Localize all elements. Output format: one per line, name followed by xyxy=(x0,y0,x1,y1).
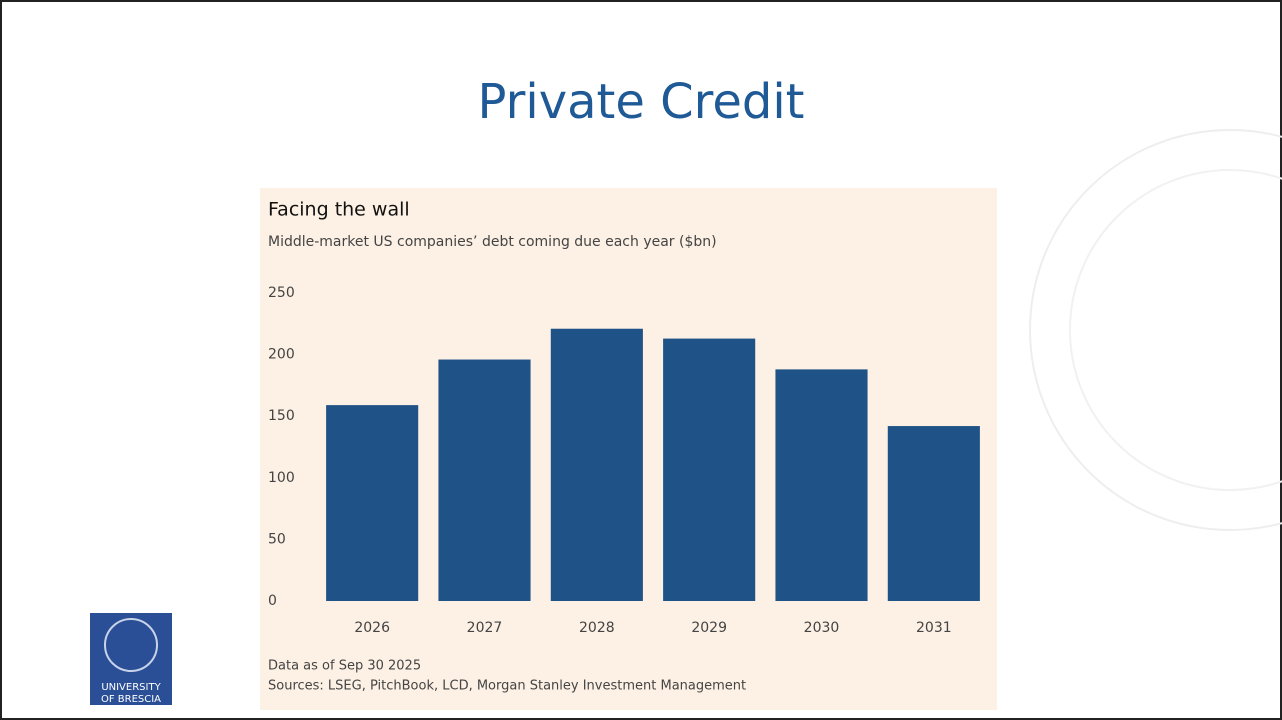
x-tick-label: 2027 xyxy=(467,620,503,636)
x-tick-label: 2026 xyxy=(354,620,390,636)
y-tick-label: 0 xyxy=(268,593,277,609)
chart-source: Sources: LSEG, PitchBook, LCD, Morgan St… xyxy=(268,679,746,694)
bar xyxy=(887,426,980,601)
bar xyxy=(550,328,643,601)
y-tick-label: 50 xyxy=(268,531,286,547)
chart-note: Data as of Sep 30 2025 xyxy=(268,659,421,674)
x-tick-label: 2028 xyxy=(579,620,615,636)
y-tick-label: 100 xyxy=(268,470,295,486)
logo xyxy=(90,613,172,705)
seal-watermark-inner xyxy=(1069,169,1282,491)
seal-watermark xyxy=(1029,129,1282,531)
chart-subtitle: Middle-market US companies’ debt coming … xyxy=(268,234,717,250)
logo-seal xyxy=(104,618,158,672)
slide-title: Private Credit xyxy=(478,74,805,130)
bar xyxy=(326,405,419,601)
bar xyxy=(775,369,868,601)
x-tick-label: 2030 xyxy=(804,620,840,636)
bar xyxy=(438,359,531,601)
y-tick-label: 200 xyxy=(268,347,295,363)
x-tick-label: 2031 xyxy=(916,620,952,636)
logo-text: OF BRESCIA xyxy=(101,694,161,705)
y-tick-label: 150 xyxy=(268,408,295,424)
chart-title: Facing the wall xyxy=(268,199,410,221)
bar xyxy=(663,338,756,601)
y-tick-label: 250 xyxy=(268,285,295,301)
logo-text: UNIVERSITY xyxy=(101,682,161,693)
x-tick-label: 2029 xyxy=(691,620,727,636)
